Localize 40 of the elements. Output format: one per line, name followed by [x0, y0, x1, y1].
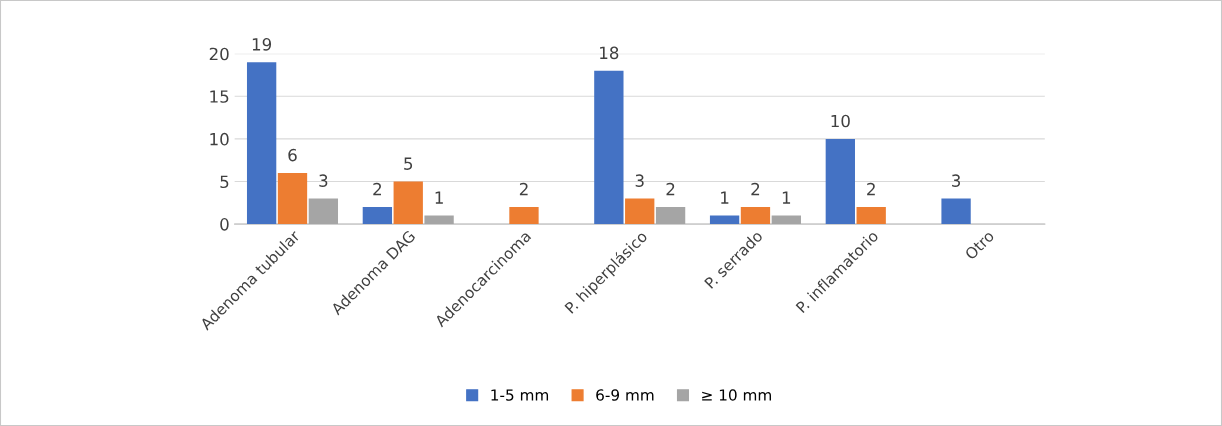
data-label: 2	[751, 182, 760, 196]
legend-label: 6-9 mm	[596, 389, 654, 401]
y-tick-label: 15	[210, 90, 229, 103]
bar	[825, 138, 855, 225]
bar	[594, 70, 624, 225]
y-tick-label: 10	[210, 132, 229, 146]
data-label: 1	[435, 191, 443, 204]
data-label: 6	[288, 148, 297, 162]
y-tick-label: 5	[220, 175, 229, 189]
bar	[625, 198, 655, 225]
legend-label: ≥ 10 mm	[702, 389, 771, 401]
bar	[424, 215, 454, 225]
data-label: 18	[600, 46, 619, 60]
y-tick-label: 20	[209, 47, 229, 61]
bar	[941, 198, 971, 225]
bar	[709, 215, 740, 225]
y-tick-label: 0	[220, 218, 229, 231]
legend-label: 1-5 mm	[491, 389, 549, 401]
data-label: 10	[831, 114, 850, 128]
bar	[771, 215, 801, 225]
bar	[740, 207, 771, 225]
data-label: 2	[373, 182, 381, 196]
bar	[308, 198, 339, 225]
data-label: 3	[319, 174, 328, 187]
data-label: 2	[666, 182, 675, 196]
data-label: 5	[404, 157, 413, 170]
bar	[362, 207, 393, 225]
bar	[509, 207, 539, 225]
data-label: 19	[252, 38, 272, 51]
bar	[277, 172, 308, 225]
data-label: 2	[867, 182, 875, 196]
bar	[246, 62, 277, 225]
data-label: 3	[635, 174, 644, 187]
bar	[393, 181, 423, 225]
data-label: 3	[952, 174, 961, 187]
data-label: 2	[519, 182, 528, 196]
bar	[856, 207, 886, 225]
data-label: 1	[782, 191, 791, 204]
data-label: 1	[721, 191, 729, 204]
bar	[655, 207, 686, 225]
